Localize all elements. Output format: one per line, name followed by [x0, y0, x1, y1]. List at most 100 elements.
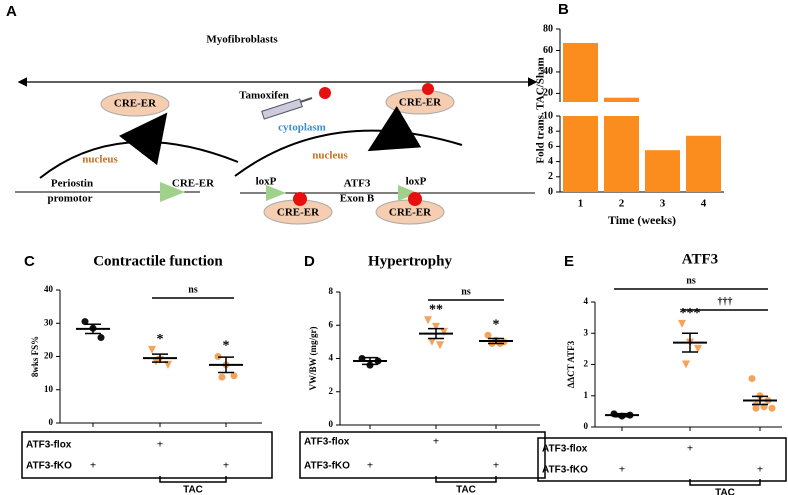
promoter-shape: [160, 182, 185, 202]
protein-label: CRE-ER: [114, 98, 157, 110]
row-mark: +: [367, 460, 373, 472]
y-tick-label: 40: [543, 66, 553, 77]
panel-label: E: [564, 253, 574, 270]
y-tick-label: 40: [44, 284, 54, 294]
group-label: TAC: [715, 488, 735, 495]
drug-dot: [293, 192, 307, 206]
compartment-label: cytoplasm: [278, 122, 326, 134]
row-label: ATF3-fKO: [26, 461, 72, 472]
nucleus-membrane: [39, 141, 239, 179]
promoter-label: promotor: [47, 193, 92, 205]
significance: **: [429, 302, 443, 317]
syringe: [261, 97, 313, 120]
data-point: [230, 372, 238, 380]
group-bracket: [159, 476, 227, 483]
bar: [563, 116, 598, 192]
significance: *: [493, 317, 500, 332]
row-label: ATF3-flox: [26, 440, 72, 451]
panel-label: D: [304, 253, 315, 270]
data-point: [752, 404, 760, 412]
x-tick-label: 4: [701, 198, 707, 210]
data-point: [768, 404, 776, 412]
row-mark: +: [493, 460, 499, 472]
y-tick-label: 0: [49, 417, 54, 427]
group-bracket: [435, 476, 497, 483]
y-axis-label: VW/BW (mg/gr): [308, 326, 318, 390]
row-label: ATF3-flox: [542, 444, 588, 455]
row-mark: +: [223, 460, 229, 472]
bracket-label: ns: [188, 284, 198, 295]
diagram-title: Myofibroblasts: [206, 34, 278, 46]
row-mark: +: [687, 443, 693, 455]
gene-label: CRE-ER: [172, 178, 215, 190]
target-label: ATF3: [344, 178, 371, 190]
data-point: [440, 327, 448, 336]
data-point: [81, 318, 89, 326]
protein-label: CRE-ER: [389, 207, 432, 219]
error-bar: [752, 395, 768, 406]
y-tick-label: 30: [44, 317, 54, 327]
group-label: TAC: [456, 485, 476, 495]
data-point: [678, 319, 686, 328]
error-bar: [614, 412, 630, 418]
bar: [563, 42, 598, 102]
significance: ***: [680, 306, 701, 321]
y-tick-label: 0: [584, 421, 589, 431]
bar: [645, 150, 680, 192]
site-label: loxP: [256, 176, 277, 188]
loxp-shape: [266, 185, 286, 201]
table-box: [537, 437, 787, 482]
y-axis-label: 8wks FS%: [30, 336, 40, 377]
error-bar: [218, 356, 234, 374]
site-label: loxP: [406, 176, 427, 188]
row-mark: +: [619, 464, 625, 476]
x-axis-label: Time (weeks): [608, 213, 676, 227]
drug-label: Tamoxifen: [239, 90, 289, 102]
y-axis-label: ΔΔCT ATF3: [566, 340, 576, 388]
error-bar: [362, 356, 378, 366]
chart-title: ATF3: [682, 251, 718, 267]
transport-arrow: [367, 106, 422, 152]
y-axis-label: Fold trans. TAC/Sham: [535, 57, 547, 163]
error-bar: [488, 337, 504, 345]
compartment-label: nucleus: [82, 154, 118, 166]
y-tick-label: 60: [543, 45, 553, 56]
y-tick-label: 8: [329, 286, 334, 296]
data-point: [694, 344, 702, 353]
table-box: [299, 431, 546, 479]
row-label: ATF3-flox: [304, 437, 350, 448]
error-bar: [152, 353, 168, 363]
data-point: [748, 375, 756, 383]
drug-dot: [422, 83, 434, 95]
group-bracket: [689, 479, 761, 486]
row-label: ATF3-fKO: [542, 465, 588, 476]
y-tick-label: 80: [543, 23, 553, 34]
y-tick-label: 1: [584, 390, 589, 400]
row-mark: +: [157, 439, 163, 451]
loxp-shape: [398, 185, 418, 201]
error-bar: [428, 327, 444, 340]
error-bar: [85, 323, 101, 335]
y-tick-label: 20: [44, 351, 54, 361]
y-tick-label: 6: [329, 319, 334, 329]
significance: *: [157, 332, 164, 347]
row-mark: +: [433, 436, 439, 448]
compartment-label: nucleus: [312, 150, 348, 162]
promoter-label: Periostin: [51, 178, 93, 190]
table-box: [21, 431, 273, 479]
data-point: [484, 331, 492, 339]
nucleus-membrane: [234, 129, 463, 177]
y-tick-label: 10: [44, 384, 54, 394]
error-bar: [682, 332, 698, 353]
row-mark: +: [757, 464, 763, 476]
x-tick-label: 1: [578, 198, 584, 210]
data-point: [682, 360, 690, 369]
protein-label: CRE-ER: [399, 97, 442, 109]
y-tick-label: 2: [584, 359, 589, 369]
chart-title: Contractile function: [93, 253, 223, 269]
data-point: [428, 337, 436, 346]
y-tick-label: 8: [548, 125, 553, 136]
bar: [604, 97, 639, 102]
x-tick-label: 3: [660, 198, 666, 210]
